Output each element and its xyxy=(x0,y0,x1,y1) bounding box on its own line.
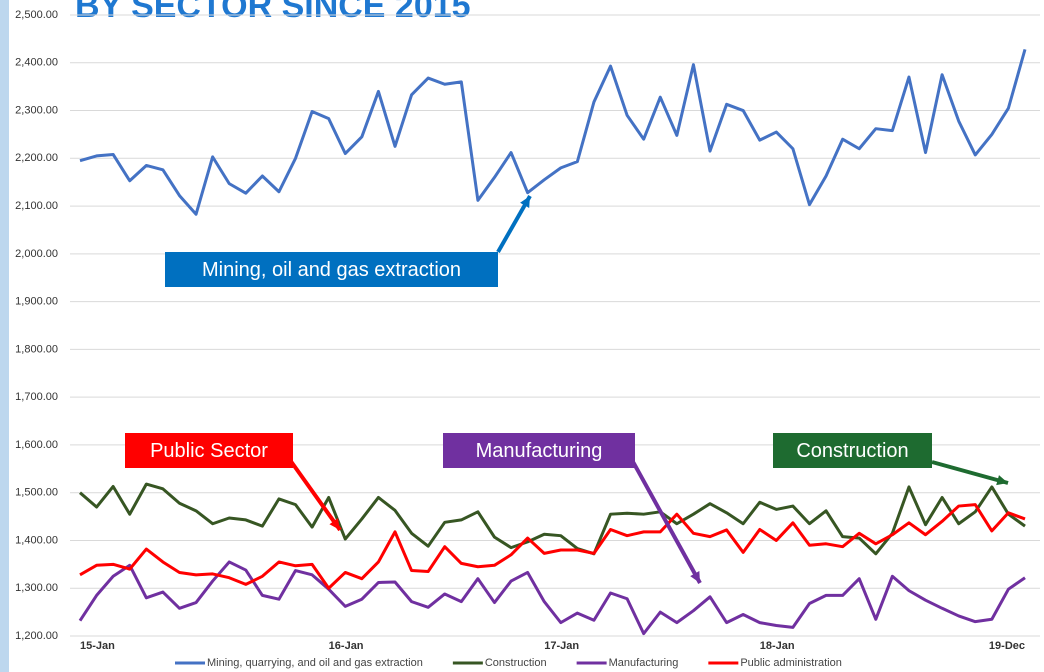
legend-label: Mining, quarrying, and oil and gas extra… xyxy=(207,657,423,669)
arrow-head xyxy=(690,571,700,583)
annotation-text: Public Sector xyxy=(150,440,268,462)
y-tick-label: 2,100.00 xyxy=(15,200,58,212)
y-tick-label: 1,700.00 xyxy=(15,391,58,403)
annotation-arrow xyxy=(288,458,342,532)
annotation-box xyxy=(443,433,635,468)
annotation-box xyxy=(773,433,932,468)
arrow-head xyxy=(996,475,1008,486)
x-tick-label: 17-Jan xyxy=(544,640,579,652)
y-tick-label: 1,300.00 xyxy=(15,582,58,594)
arrow-head xyxy=(329,518,340,530)
annotation-text: Mining, oil and gas extraction xyxy=(202,259,461,281)
y-tick-label: 2,000.00 xyxy=(15,248,58,260)
x-tick-label: 18-Jan xyxy=(760,640,795,652)
side-strip xyxy=(0,0,9,672)
y-tick-label: 1,600.00 xyxy=(15,439,58,451)
y-tick-label: 2,200.00 xyxy=(15,152,58,164)
y-tick-label: 2,400.00 xyxy=(15,57,58,69)
series-line xyxy=(78,560,1026,636)
y-tick-label: 1,800.00 xyxy=(15,343,58,355)
series-line xyxy=(79,482,1026,556)
annotation-text: Manufacturing xyxy=(476,440,603,462)
y-tick-label: 1,400.00 xyxy=(15,534,58,546)
y-tick-label: 1,500.00 xyxy=(15,487,58,499)
legend-label: Public administration xyxy=(740,657,842,669)
arrow-head xyxy=(520,196,530,208)
series-line xyxy=(79,48,1027,216)
x-tick-label: 15-Jan xyxy=(80,640,115,652)
y-tick-label: 2,500.00 xyxy=(15,9,58,21)
annotation-text: Construction xyxy=(796,440,908,462)
x-tick-label: 19-Dec xyxy=(989,640,1025,652)
legend-label: Manufacturing xyxy=(609,657,679,669)
series-line xyxy=(79,503,1026,590)
annotation-arrow xyxy=(931,460,1009,485)
x-tick-label: 16-Jan xyxy=(329,640,364,652)
legend-label: Construction xyxy=(485,657,547,669)
chart-title: BY SECTOR SINCE 2015 xyxy=(75,0,471,25)
y-tick-label: 1,200.00 xyxy=(15,630,58,642)
annotation-box xyxy=(125,433,293,468)
annotation-arrow xyxy=(630,459,702,584)
annotation-box xyxy=(165,252,498,287)
y-tick-label: 2,300.00 xyxy=(15,104,58,116)
y-tick-label: 1,900.00 xyxy=(15,296,58,308)
